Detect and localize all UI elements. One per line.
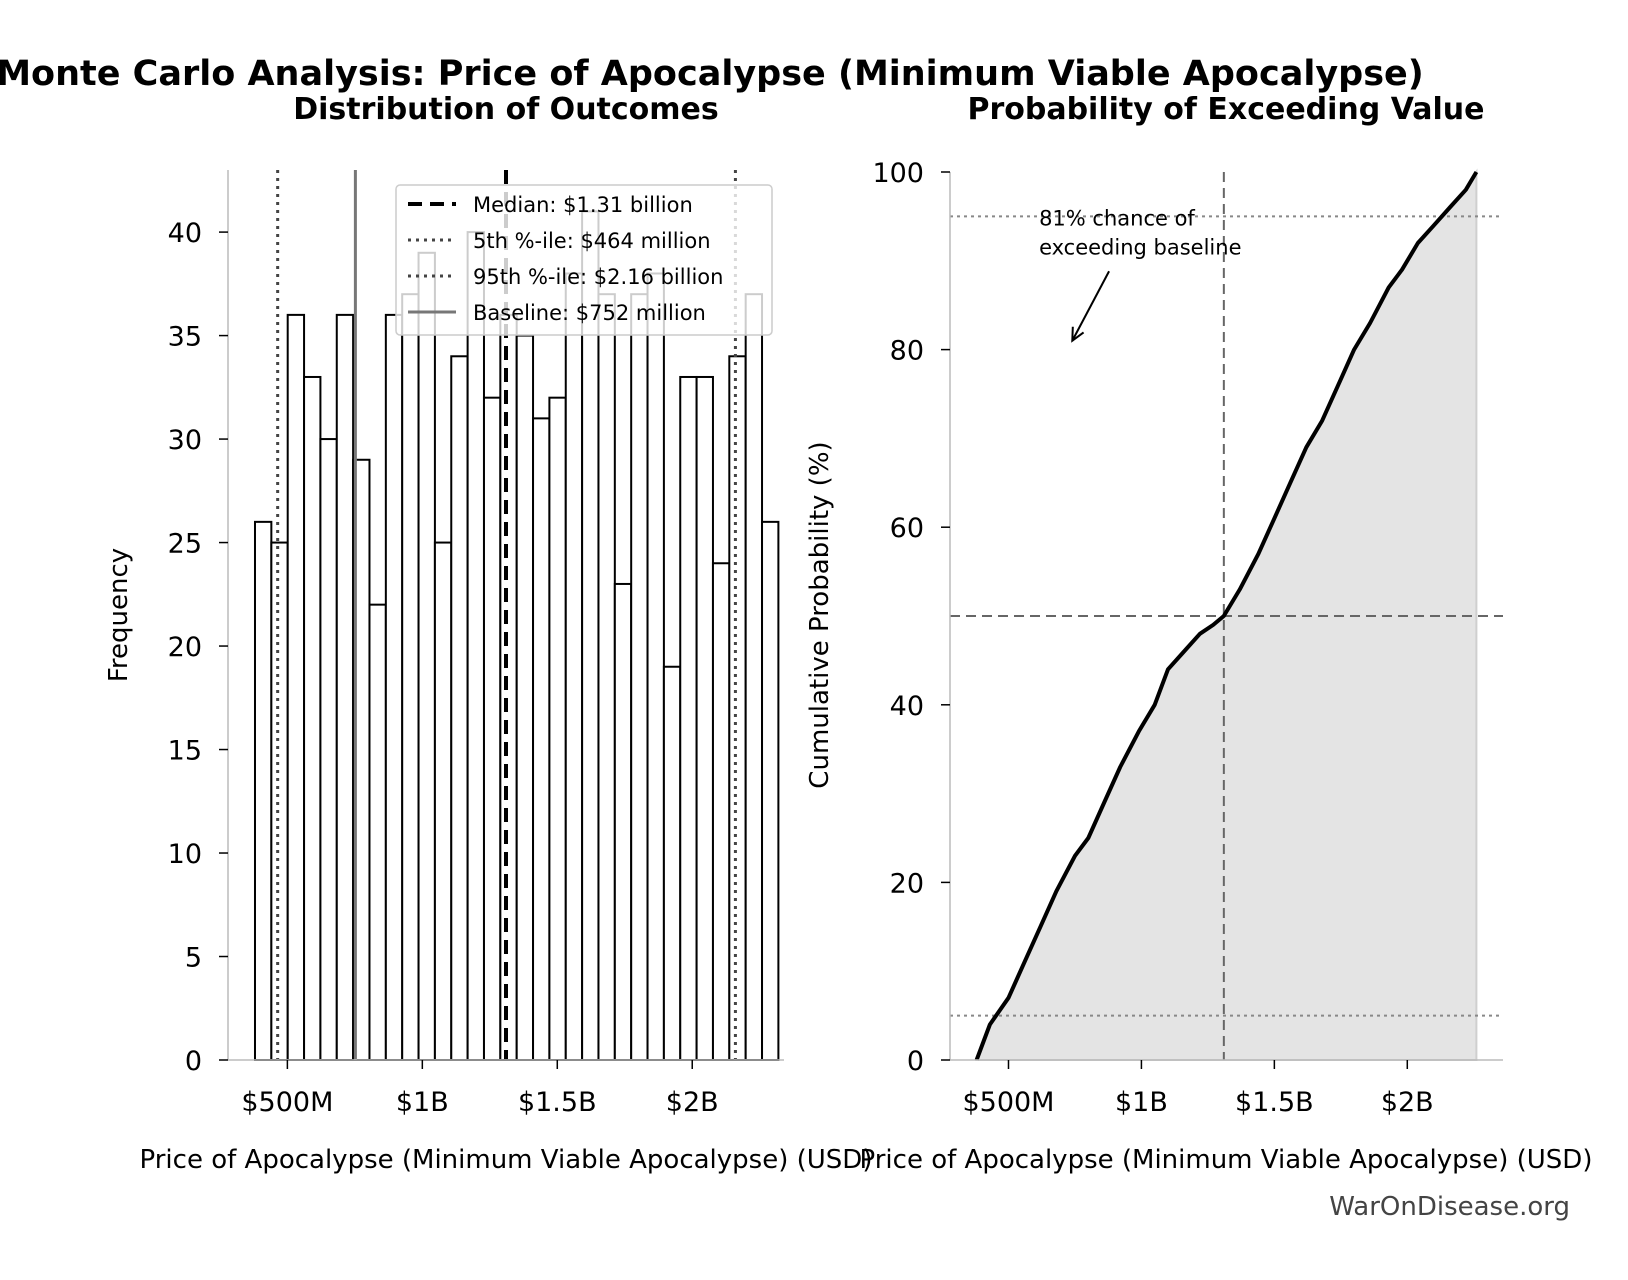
histogram-axes: 0 5 10 15 20 25 30 35 40 $500M $1B $1.5B $2B xyxy=(168,170,784,1118)
histogram-bar xyxy=(515,334,535,1061)
y-tick-label: 20 xyxy=(890,868,924,899)
histogram-bar xyxy=(384,313,404,1061)
histogram-bar xyxy=(613,582,633,1061)
x-tick-label: $2B xyxy=(1381,1087,1434,1118)
y-tick-label: 30 xyxy=(168,425,202,456)
y-tick-label: 40 xyxy=(890,691,924,722)
exceedance-x-axis-label: Price of Apocalypse (Minimum Viable Apoc… xyxy=(860,1145,1593,1175)
histogram-bar xyxy=(761,520,780,1061)
histogram-y-axis-label: Frequency xyxy=(104,548,134,682)
legend-label: Baseline: $752 million xyxy=(473,301,706,325)
histogram-bar xyxy=(482,396,502,1061)
legend-label: 5th %-ile: $464 million xyxy=(473,229,711,253)
x-tick-label: $2B xyxy=(666,1087,719,1118)
y-tick-label: 20 xyxy=(168,632,202,663)
y-tick-label: 0 xyxy=(185,1046,202,1077)
exceedance-annotation: 81% chance of exceeding baseline xyxy=(1039,206,1242,343)
exceedance-curve xyxy=(974,170,1479,1061)
annotation-line-1: 81% chance of xyxy=(1039,206,1195,230)
histogram-bar xyxy=(630,293,649,1061)
histogram-bar xyxy=(450,355,469,1062)
histogram-bar xyxy=(695,375,714,1061)
histogram-panel: Distribution of Outcomes 0 5 10 15 20 25 30 35 4… xyxy=(104,92,872,1175)
histogram-bar xyxy=(564,272,584,1062)
histogram-bar xyxy=(597,293,616,1061)
exceedance-panel: Probability of Exceeding Value 0 20 40 60 80… xyxy=(805,92,1592,1175)
histogram-bars xyxy=(253,210,780,1062)
histogram-title: Distribution of Outcomes xyxy=(293,92,719,127)
histogram-bar xyxy=(417,251,436,1061)
histogram-bar xyxy=(401,293,420,1061)
figure-title: Monte Carlo Analysis: Price of Apocalyps… xyxy=(0,54,1424,94)
exceedance-reference-lines xyxy=(950,170,1503,1061)
histogram-x-axis-label: Price of Apocalypse (Minimum Viable Apoc… xyxy=(140,1145,873,1175)
histogram-bar xyxy=(532,417,551,1062)
x-tick-label: $1B xyxy=(396,1087,449,1118)
histogram-bar xyxy=(466,231,485,1061)
y-tick-label: 25 xyxy=(168,529,202,560)
histogram-bar xyxy=(679,375,698,1061)
y-tick-label: 5 xyxy=(185,943,202,974)
histogram-reference-lines xyxy=(276,170,737,1060)
histogram-bar xyxy=(253,520,273,1061)
histogram-bar xyxy=(303,375,322,1061)
x-tick-label: $1.5B xyxy=(518,1087,597,1118)
histogram-bar xyxy=(433,541,453,1061)
histogram-bar xyxy=(335,313,355,1061)
y-tick-label: 60 xyxy=(890,513,924,544)
exceedance-y-axis-label: Cumulative Probability (%) xyxy=(805,441,835,788)
y-tick-label: 80 xyxy=(890,336,924,367)
histogram-bar xyxy=(744,293,764,1061)
histogram-bar xyxy=(548,396,567,1061)
histogram-legend: Median: $1.31 billion 5th %-ile: $464 mil… xyxy=(395,184,773,336)
legend-label: 95th %-ile: $2.16 billion xyxy=(473,265,723,289)
y-tick-label: 15 xyxy=(168,736,202,767)
histogram-bar xyxy=(368,603,387,1062)
y-tick-label: 100 xyxy=(872,158,924,189)
histogram-bar xyxy=(319,438,338,1061)
histogram-bar xyxy=(646,272,665,1062)
histogram-bar xyxy=(662,665,682,1062)
legend-label: Median: $1.31 billion xyxy=(473,193,693,217)
x-tick-label: $500M xyxy=(241,1087,333,1118)
exceedance-title: Probability of Exceeding Value xyxy=(967,92,1484,127)
histogram-bar xyxy=(581,210,600,1062)
histogram-bar xyxy=(499,313,518,1061)
histogram-bar xyxy=(728,355,747,1062)
histogram-bar xyxy=(711,562,731,1061)
annotation-arrowhead-icon xyxy=(1071,326,1085,343)
histogram-bar xyxy=(270,541,289,1061)
exceedance-axes: 0 20 40 60 80 100 $500M $1B $1.5B $2B xyxy=(872,158,1503,1118)
y-tick-label: 35 xyxy=(168,322,202,353)
y-tick-label: 0 xyxy=(907,1046,924,1077)
legend-frame xyxy=(395,184,773,336)
y-tick-label: 10 xyxy=(168,839,202,870)
x-tick-label: $1B xyxy=(1115,1087,1168,1118)
watermark: WarOnDisease.org xyxy=(1329,1192,1570,1222)
annotation-arrow-icon xyxy=(1071,270,1110,342)
y-tick-label: 40 xyxy=(168,218,202,249)
x-tick-label: $1.5B xyxy=(1235,1087,1314,1118)
x-tick-label: $500M xyxy=(962,1087,1054,1118)
annotation-line-2: exceeding baseline xyxy=(1039,235,1241,259)
histogram-bar xyxy=(286,313,306,1061)
